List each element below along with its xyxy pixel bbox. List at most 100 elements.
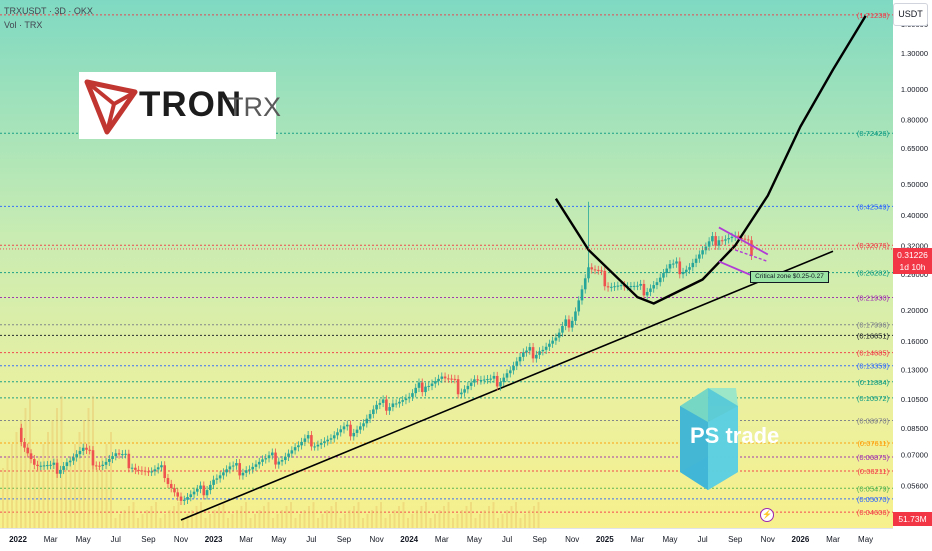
time-axis[interactable] <box>0 528 893 551</box>
candle-body <box>645 291 649 296</box>
volume-bar <box>389 514 391 528</box>
candle-body <box>482 379 486 381</box>
candle-body <box>528 347 532 351</box>
candle-body <box>39 465 43 467</box>
candle-body <box>244 470 248 473</box>
volume-bar <box>465 506 468 528</box>
candle-body <box>231 465 235 467</box>
candle-body <box>714 236 717 246</box>
candle-body <box>270 452 274 456</box>
candle-body <box>349 424 352 437</box>
candle-body <box>505 373 509 378</box>
candle-body <box>65 462 69 467</box>
price-tick: 0.40000 <box>901 211 928 220</box>
volume-bar <box>186 514 189 528</box>
candle-body <box>319 443 323 445</box>
candle-body <box>616 285 620 287</box>
volume-bar <box>114 518 117 528</box>
candle-body <box>137 469 140 471</box>
volume-bar <box>285 506 288 528</box>
candle-body <box>701 250 704 255</box>
price-axis[interactable] <box>893 0 932 550</box>
volume-bar <box>335 502 337 528</box>
candle-body <box>33 459 36 465</box>
volume-bar <box>60 396 63 528</box>
time-tick: 2023 <box>205 535 223 544</box>
time-tick: Jul <box>306 535 316 544</box>
currency-unit-button[interactable]: USDT <box>893 3 928 26</box>
candle-body <box>127 453 131 469</box>
volume-bar <box>524 514 526 528</box>
volume-bar <box>479 514 481 528</box>
volume-bar <box>402 502 405 528</box>
symbol-title[interactable]: TRXUSDT · 3D · OKX <box>4 6 93 16</box>
volume-bar <box>168 510 171 528</box>
candle-body <box>91 450 95 466</box>
candle-body <box>649 288 652 292</box>
candle-body <box>218 475 222 479</box>
current-price-value: 0.31226 <box>897 250 928 260</box>
candle-body <box>290 450 294 454</box>
candle-body <box>450 378 453 380</box>
volume-bar <box>146 510 148 528</box>
volume-bar <box>227 518 229 528</box>
volume-bar <box>254 514 256 528</box>
candle-body <box>310 435 313 447</box>
candle-body <box>417 382 421 388</box>
candle-body <box>580 289 584 301</box>
candle-body <box>632 285 636 287</box>
candle-body <box>440 376 444 379</box>
lightning-event-icon[interactable]: ⚡ <box>760 508 774 522</box>
candle-body <box>466 385 470 390</box>
price-tick: 0.10500 <box>901 395 928 404</box>
volume-bar <box>191 510 193 528</box>
candle-body <box>130 467 134 469</box>
candle-body <box>88 449 92 451</box>
time-tick: May <box>467 535 482 544</box>
volume-bar <box>434 514 436 528</box>
level-label: (0.32076) <box>857 241 890 250</box>
candle-body <box>427 385 431 387</box>
volume-bar <box>384 518 387 528</box>
candle-body <box>463 389 466 393</box>
bar-countdown: 1d 10h <box>899 262 926 272</box>
candle-body <box>525 350 528 353</box>
volume-bar <box>51 420 54 528</box>
candle-body <box>26 447 30 454</box>
volume-bar <box>15 432 18 528</box>
candle-body <box>746 239 750 241</box>
tron-wordmark: TRON <box>139 85 243 124</box>
candle-body <box>297 445 300 448</box>
candle-body <box>391 403 395 408</box>
volume-bar <box>29 396 31 528</box>
candle-body <box>300 441 303 446</box>
time-tick: Sep <box>728 535 743 544</box>
candle-body <box>486 379 489 381</box>
candle-body <box>531 347 535 359</box>
volume-bar <box>488 506 490 528</box>
candle-body <box>372 409 375 415</box>
time-tick: Jul <box>111 535 121 544</box>
volume-legend[interactable]: Vol · TRX <box>4 20 43 30</box>
candle-body <box>355 429 359 433</box>
time-tick: Nov <box>761 535 775 544</box>
volume-bar <box>96 468 99 528</box>
volume-bar <box>132 502 135 528</box>
candle-body <box>332 435 336 439</box>
volume-bar <box>447 502 450 528</box>
volume-bar <box>249 518 252 528</box>
volume-bar <box>497 518 499 528</box>
candle-body <box>36 464 39 467</box>
volume-bar <box>200 502 202 528</box>
volume-bar <box>74 444 76 528</box>
support-trendline <box>180 250 834 521</box>
volume-bar <box>110 432 112 528</box>
price-tick: 0.50000 <box>901 180 928 189</box>
ps-trade-wordmark: PS trade <box>690 423 780 448</box>
volume-bar <box>443 506 445 528</box>
level-label: (0.10572) <box>857 394 890 403</box>
volume-bar <box>339 518 342 528</box>
candle-body <box>583 278 587 290</box>
volume-bar <box>362 518 364 528</box>
candle-body <box>352 432 356 437</box>
